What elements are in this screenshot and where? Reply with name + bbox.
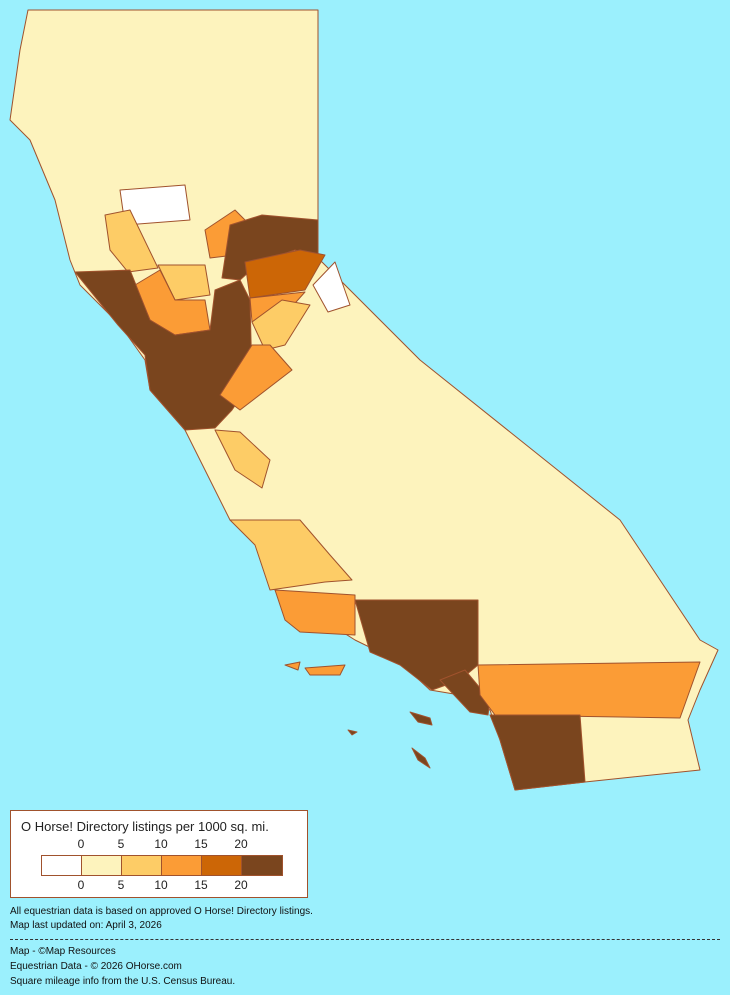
data-credit: Equestrian Data - © 2026 OHorse.com	[10, 961, 182, 972]
island-4	[347, 729, 358, 736]
legend-tick: 0	[77, 837, 85, 851]
county-bay-area	[74, 269, 253, 431]
county-slo	[229, 519, 353, 591]
legend-swatch	[162, 856, 202, 875]
legend-title: O Horse! Directory listings per 1000 sq.…	[21, 819, 269, 834]
legend-swatch	[202, 856, 242, 875]
county-san-diego	[489, 714, 586, 791]
divider	[10, 939, 720, 940]
legend-color-scale	[41, 855, 283, 876]
county-stanislaus	[219, 344, 293, 411]
legend-swatch	[82, 856, 122, 875]
county-white-alpine	[312, 261, 351, 313]
census-credit: Square mileage info from the U.S. Census…	[10, 976, 236, 987]
legend-tick: 10	[154, 837, 168, 851]
legend-tick: 5	[117, 837, 125, 851]
map-credit: Map - ©Map Resources	[10, 946, 116, 957]
legend-tick: 5	[117, 878, 125, 892]
county-ventura	[274, 589, 356, 636]
california-county-map	[9, 9, 719, 791]
legend-swatch	[122, 856, 162, 875]
legend-tick: 0	[77, 878, 85, 892]
legend-tick: 10	[154, 878, 168, 892]
legend-swatch	[42, 856, 82, 875]
data-note: All equestrian data is based on approved…	[10, 906, 313, 917]
island-1	[284, 661, 301, 671]
legend-tick: 20	[234, 878, 248, 892]
county-riverside	[477, 661, 701, 719]
island-3	[409, 711, 433, 726]
county-monterey-area	[214, 429, 271, 489]
legend-tick: 15	[194, 878, 208, 892]
legend-ticks-bottom: 0 5 10 15 20	[41, 878, 281, 892]
legend-tick: 15	[194, 837, 208, 851]
legend-ticks-top: 0 5 10 15 20	[41, 837, 281, 851]
updated-note: Map last updated on: April 3, 2026	[10, 920, 162, 931]
island-2	[304, 664, 346, 676]
island-5	[411, 747, 431, 769]
county-placer	[244, 249, 326, 299]
county-sonoma-lake	[104, 209, 159, 273]
legend-tick: 20	[234, 837, 248, 851]
legend: O Horse! Directory listings per 1000 sq.…	[10, 810, 308, 898]
legend-swatch	[242, 856, 282, 875]
